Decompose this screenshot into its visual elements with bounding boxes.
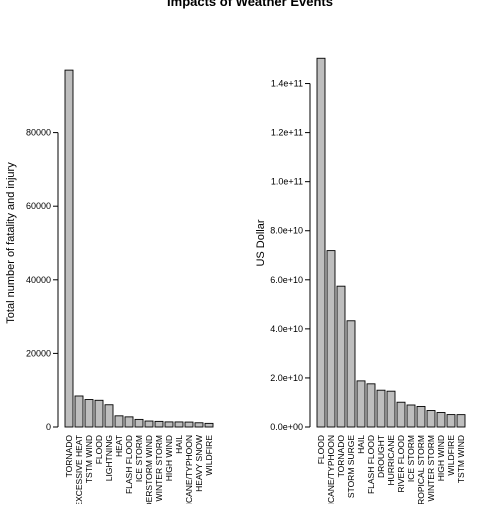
- y-axis-title: US Dollar: [255, 219, 267, 266]
- category-label: TSTM WIND: [456, 435, 466, 483]
- bar: [94, 399, 104, 428]
- category-label: WINTER STORM: [154, 435, 164, 501]
- panel-damage-chart: FLOOD HURRICANE/TYPHOON TORNADO STORM SURGE…: [255, 57, 466, 509]
- category-label: FLASH FLOOD: [366, 435, 376, 494]
- bar: [124, 416, 134, 428]
- bar: [426, 410, 436, 428]
- category-label: HURRICANE/TYPHOON: [184, 435, 194, 504]
- bar: [144, 420, 154, 428]
- bar: [366, 383, 376, 428]
- category-label: HIGH WIND: [164, 435, 174, 481]
- y-tick-label: 0: [46, 422, 51, 432]
- category-label: TROPICAL STORM: [416, 435, 426, 504]
- bar: [406, 404, 416, 428]
- category-label: WILDFIRE: [204, 435, 214, 476]
- y-tick-label: 1.2e+11: [271, 128, 303, 138]
- bar: [316, 57, 326, 428]
- category-label: LIGHTNING: [104, 435, 114, 481]
- panel-casualties-chart: TORNADO EXCESSIVE HEAT TSTM WIND FLOOD LIGHT…: [5, 69, 214, 509]
- category-label: HAIL: [174, 435, 184, 454]
- y-tick-label: 1.4e+11: [271, 79, 303, 89]
- bar: [104, 404, 114, 428]
- category-label: FLOOD: [94, 435, 104, 464]
- bar: [154, 420, 164, 428]
- category-label: WILDFIRE: [446, 435, 456, 476]
- bar: [134, 418, 144, 428]
- category-label: HURRICANE: [386, 435, 396, 486]
- category-label: HEAVY SNOW: [194, 435, 204, 492]
- bar: [356, 380, 366, 428]
- bar: [114, 415, 124, 428]
- bar: [376, 389, 386, 428]
- y-tick-label: 20000: [26, 348, 51, 358]
- category-label: TORNADO: [336, 435, 346, 478]
- bar: [416, 405, 426, 428]
- y-tick-label: 2.0e+10: [270, 373, 303, 383]
- bar: [74, 395, 84, 428]
- bar: [326, 250, 336, 428]
- category-label: HIGH WIND: [436, 435, 446, 481]
- category-label: TORNADO: [64, 435, 74, 478]
- bar: [396, 401, 406, 428]
- category-label: ICE STORM: [134, 435, 144, 482]
- bar: [84, 399, 94, 428]
- y-tick-label: 1.0e+11: [271, 177, 303, 187]
- category-label: HEAT: [114, 435, 124, 457]
- y-tick-label: 4.0e+10: [270, 324, 303, 334]
- category-label: EXCESSIVE HEAT: [74, 435, 84, 504]
- category-label: FLASH FLOOD: [124, 435, 134, 494]
- category-label: FLOOD: [316, 435, 326, 464]
- bar: [64, 69, 74, 428]
- category-label: THUNDERSTORM WIND: [144, 435, 154, 504]
- bar: [386, 390, 396, 428]
- bar: [164, 421, 174, 428]
- y-axis-title: Total number of fatality and injury: [5, 162, 17, 324]
- figure-title: Impacts of Weather Events: [167, 0, 333, 9]
- y-tick-label: 6.0e+10: [270, 275, 303, 285]
- y-tick-label: 60000: [26, 201, 51, 211]
- category-label: STORM SURGE: [346, 435, 356, 498]
- bar: [184, 421, 194, 428]
- category-label: ICE STORM: [406, 435, 416, 482]
- category-label: TSTM WIND: [84, 435, 94, 483]
- bar: [436, 412, 446, 428]
- category-label: HAIL: [356, 435, 366, 454]
- y-tick-label: 8.0e+10: [270, 226, 303, 236]
- category-label: WINTER STORM: [426, 435, 436, 501]
- bar: [456, 414, 466, 428]
- y-tick-label: 0.0e+00: [270, 422, 303, 432]
- category-label: RIVER FLOOD: [396, 435, 406, 493]
- y-tick-label: 40000: [26, 275, 51, 285]
- bar: [204, 422, 214, 428]
- category-label: DROUGHT: [376, 435, 386, 478]
- bar: [174, 421, 184, 428]
- bar: [346, 320, 356, 428]
- bar: [446, 414, 456, 428]
- bar: [194, 422, 204, 428]
- category-label: HURRICANE/TYPHOON: [326, 435, 336, 504]
- y-tick-label: 80000: [26, 128, 51, 138]
- bar: [336, 285, 346, 428]
